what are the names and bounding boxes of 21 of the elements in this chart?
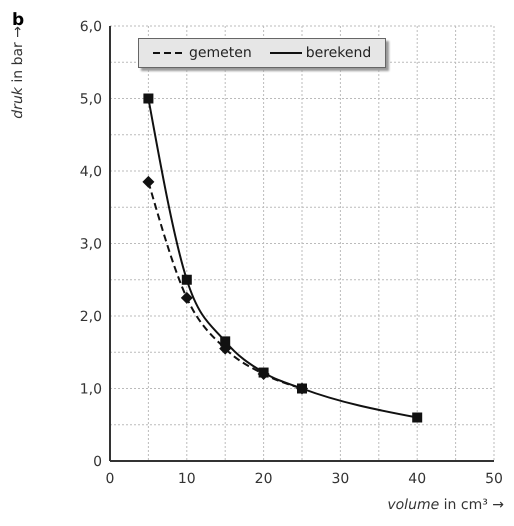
- x-tick-label: 20: [254, 471, 273, 487]
- x-tick-label: 10: [178, 471, 196, 487]
- y-tick-label: 5,0: [80, 91, 102, 108]
- y-tick-label: 0: [93, 454, 102, 470]
- point: [142, 176, 154, 188]
- y-tick-label: 6,0: [80, 18, 102, 35]
- point: [180, 292, 193, 304]
- y-tick-label: 4,0: [80, 164, 102, 180]
- y-tick-label: 2,0: [80, 308, 102, 325]
- legend-label: gemeten: [189, 45, 252, 61]
- y-tick-label: 1,0: [80, 381, 102, 398]
- point: [143, 94, 154, 104]
- x-tick-label: 40: [408, 471, 426, 487]
- point: [412, 412, 422, 422]
- x-tick-label: 30: [331, 471, 350, 487]
- x-tick-label: 0: [106, 471, 114, 487]
- point: [182, 274, 192, 285]
- x-tick-label: 50: [485, 471, 503, 487]
- x-axis-title: volume in cm³ →: [387, 497, 504, 513]
- legend-label: berekend: [306, 45, 372, 61]
- y-tick-label: 3,0: [80, 236, 102, 252]
